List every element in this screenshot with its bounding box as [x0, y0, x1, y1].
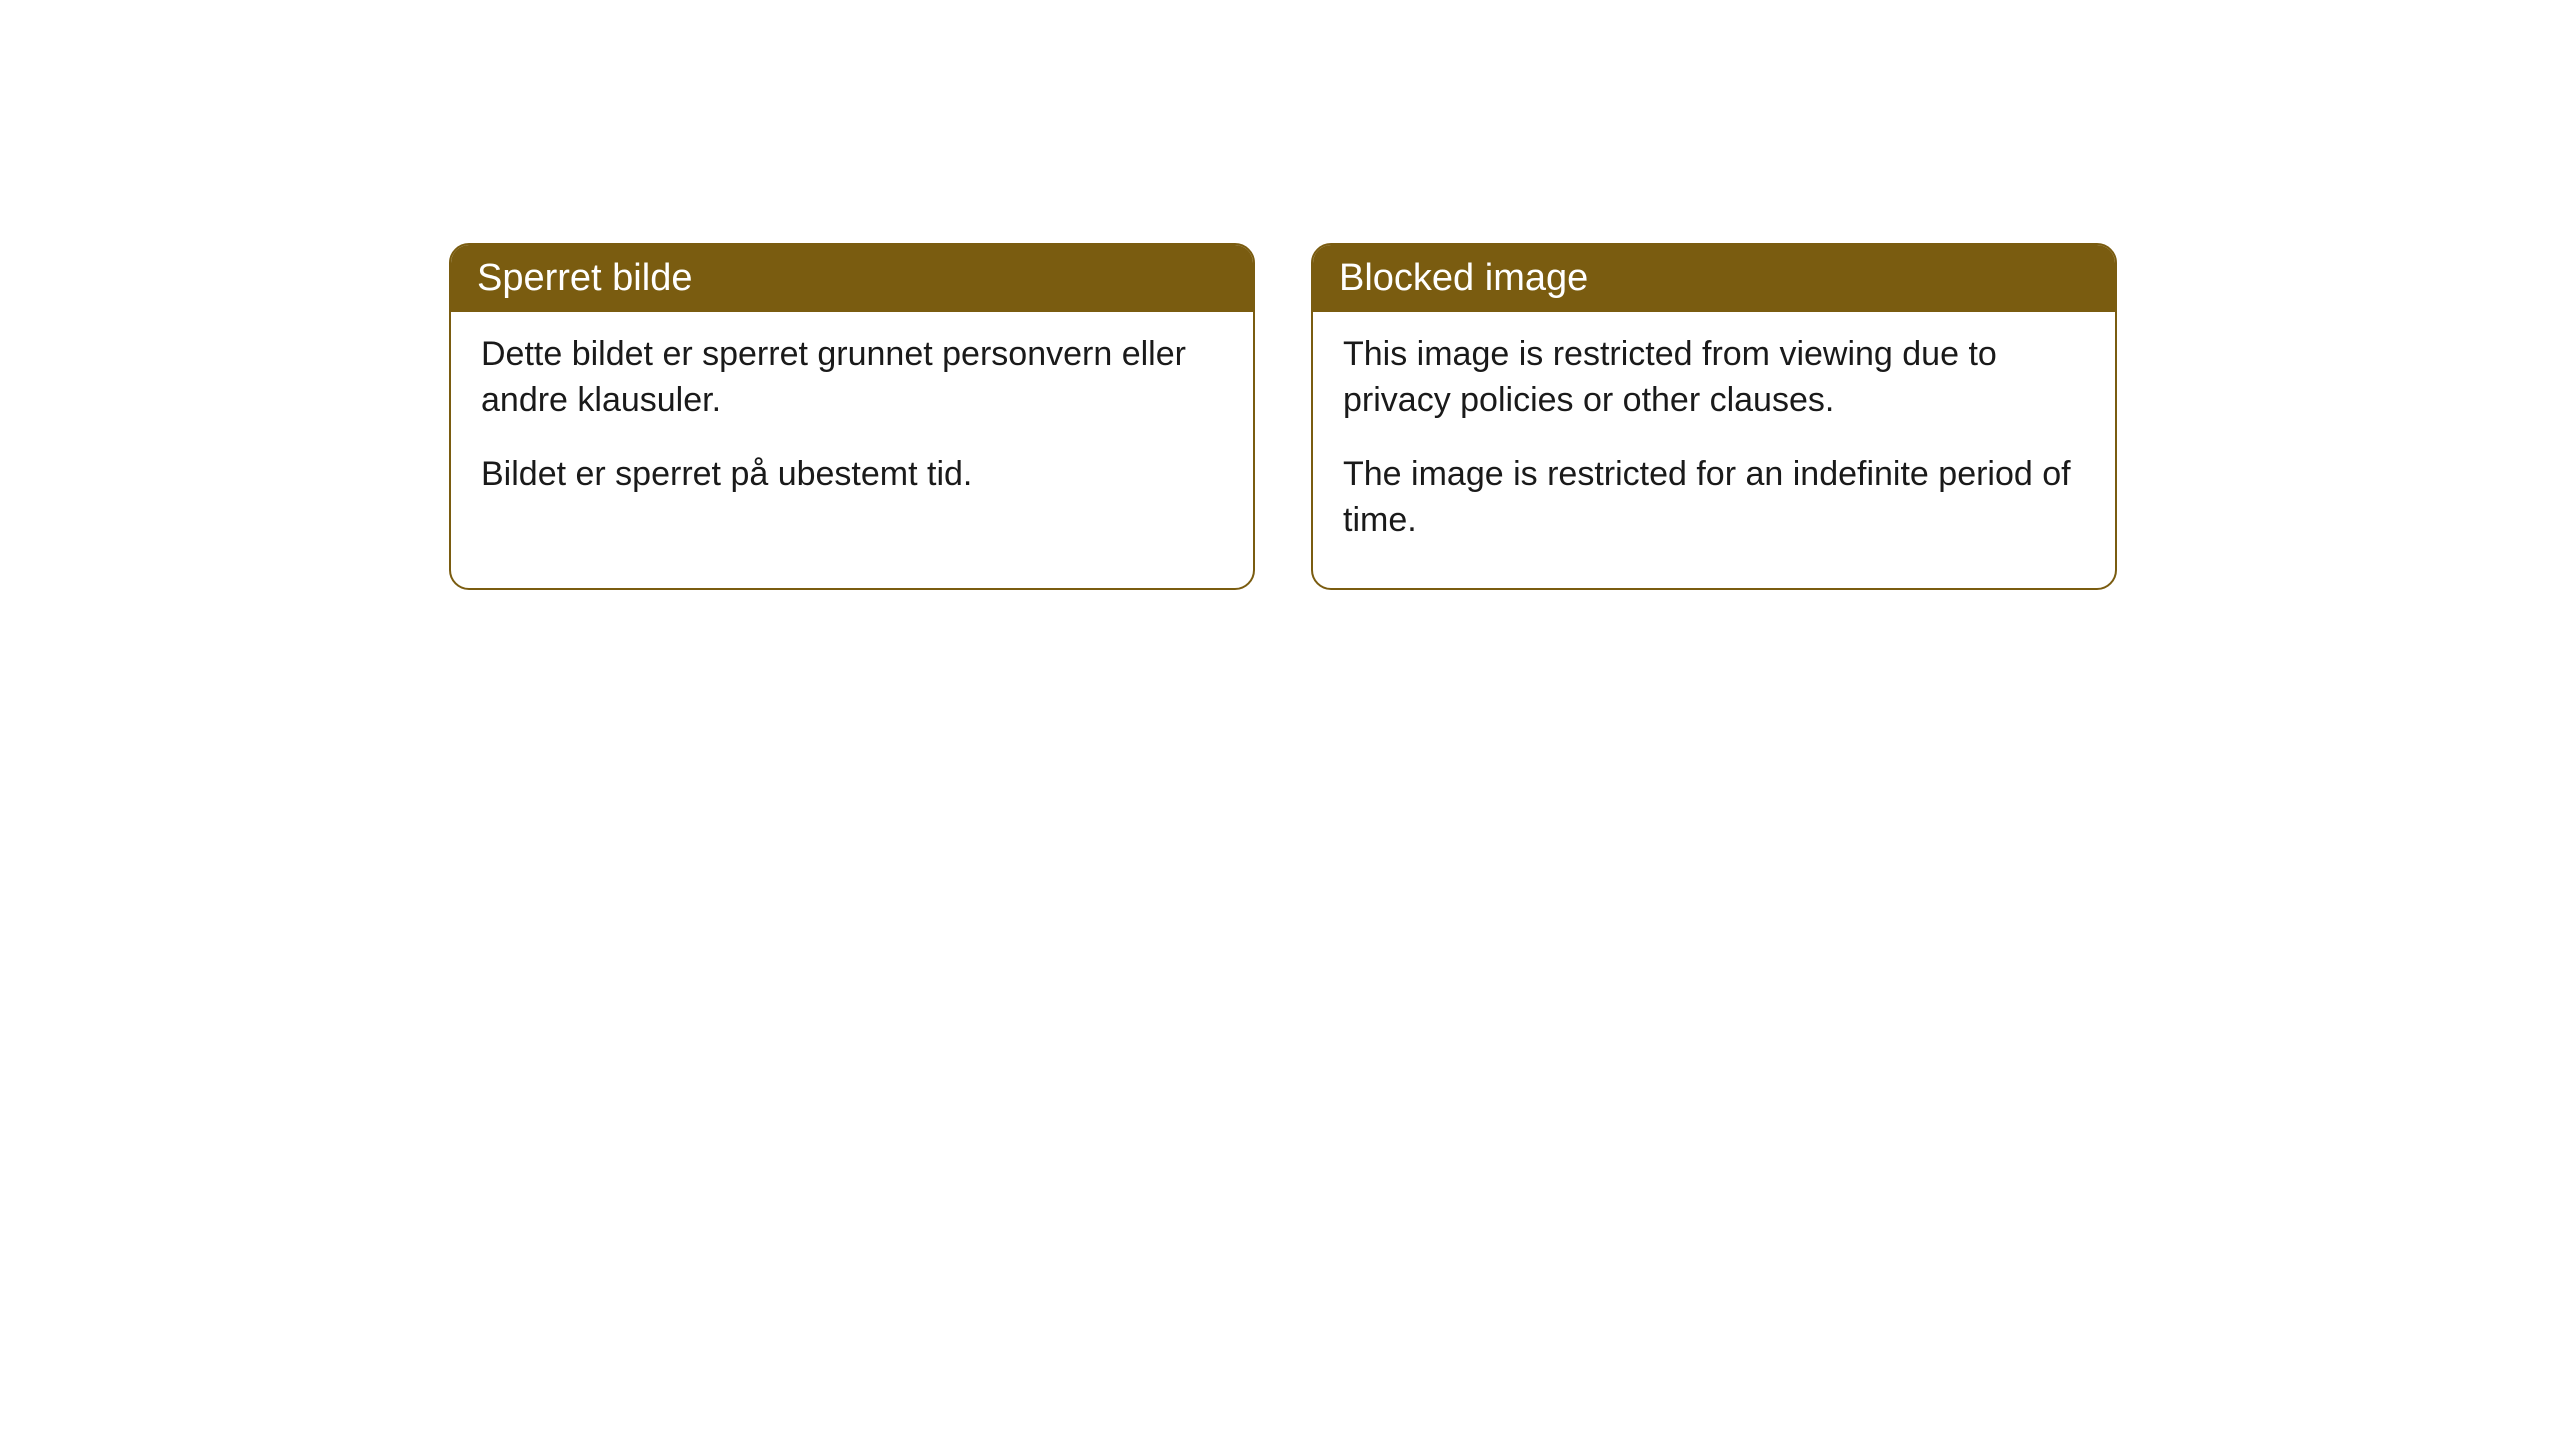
- card-paragraph-en-2: The image is restricted for an indefinit…: [1343, 452, 2085, 544]
- card-title-no: Sperret bilde: [451, 245, 1253, 312]
- notice-container: Sperret bilde Dette bildet er sperret gr…: [449, 243, 2117, 590]
- card-paragraph-en-1: This image is restricted from viewing du…: [1343, 332, 2085, 424]
- card-title-en: Blocked image: [1313, 245, 2115, 312]
- card-paragraph-no-2: Bildet er sperret på ubestemt tid.: [481, 452, 1223, 498]
- card-body-en: This image is restricted from viewing du…: [1313, 312, 2115, 588]
- blocked-image-card-no: Sperret bilde Dette bildet er sperret gr…: [449, 243, 1255, 590]
- blocked-image-card-en: Blocked image This image is restricted f…: [1311, 243, 2117, 590]
- card-body-no: Dette bildet er sperret grunnet personve…: [451, 312, 1253, 542]
- card-paragraph-no-1: Dette bildet er sperret grunnet personve…: [481, 332, 1223, 424]
